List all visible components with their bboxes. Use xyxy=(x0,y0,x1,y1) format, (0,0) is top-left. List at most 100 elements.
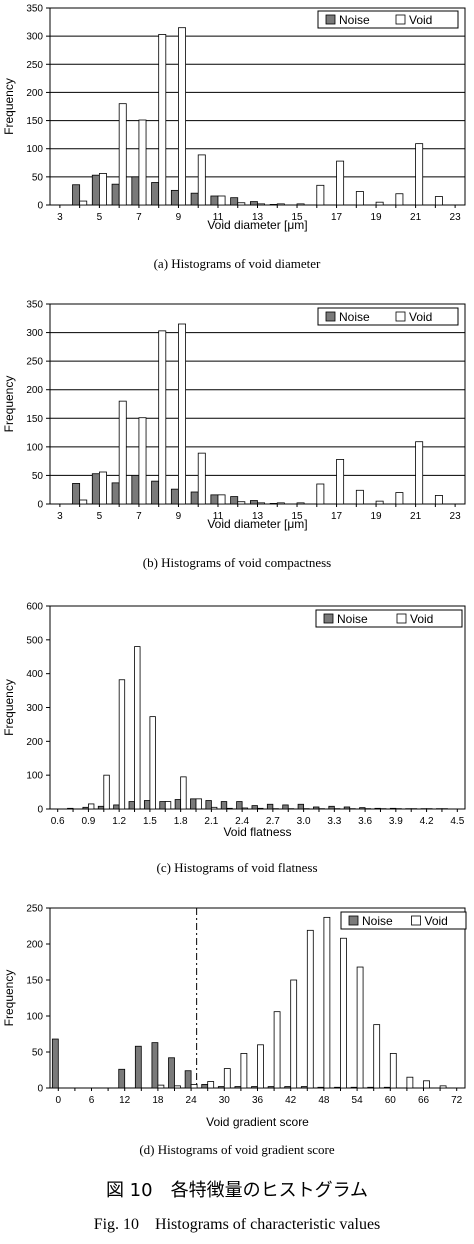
noise-bar xyxy=(170,488,179,505)
void-bar xyxy=(103,774,110,810)
legend-noise-label: Noise xyxy=(339,310,370,324)
void-bar xyxy=(149,716,156,810)
y-tick-label: 100 xyxy=(26,771,43,782)
noise-bar xyxy=(91,473,100,505)
y-tick-label: 0 xyxy=(37,500,43,511)
noise-bar xyxy=(210,494,219,505)
noise-bar xyxy=(297,803,305,810)
void-bar xyxy=(296,203,305,206)
noise-bar xyxy=(159,801,166,810)
void-bar xyxy=(340,937,347,1089)
noise-bar xyxy=(282,804,289,810)
legend-void-swatch xyxy=(411,915,421,926)
legend-void-label: Void xyxy=(409,310,432,324)
y-tick-label: 0 xyxy=(37,805,43,816)
noise-bar xyxy=(131,176,140,206)
y-tick-label: 400 xyxy=(26,669,43,680)
noise-bar xyxy=(143,800,151,810)
void-bar xyxy=(158,34,167,206)
y-tick-label: 100 xyxy=(26,442,43,453)
void-bar xyxy=(241,807,249,810)
x-tick-label: 15 xyxy=(291,212,303,223)
y-tick-label: 250 xyxy=(26,60,43,71)
void-bar xyxy=(375,500,384,505)
noise-bar xyxy=(111,482,120,505)
void-bar xyxy=(273,1011,281,1089)
void-bar xyxy=(406,1076,414,1089)
legend-noise-swatch xyxy=(348,915,359,926)
x-tick-label: 18 xyxy=(152,1095,164,1106)
noise-bar xyxy=(97,805,105,810)
noise-bar xyxy=(217,1086,225,1089)
void-bar xyxy=(217,494,226,505)
legend-box xyxy=(317,10,459,29)
noise-bar xyxy=(128,801,135,810)
noise-bar xyxy=(251,805,258,810)
void-bar xyxy=(180,776,187,810)
void-bar xyxy=(210,806,218,810)
noise-bar xyxy=(234,1086,242,1089)
noise-bar xyxy=(210,195,219,206)
x-tick-label: 3 xyxy=(57,511,63,522)
void-bar xyxy=(316,184,325,206)
void-bar xyxy=(395,193,404,206)
chart-panel-d: 0 50 100 150 200 250 0 6 12 18 24 30 36 42 48 54 60 66 72 V… xyxy=(0,900,474,1162)
caption-b: (b) Histograms of void compactness xyxy=(142,555,332,570)
histogram-void-diameter: 0 50 100 150 200 250 300 350 3 5 7 9 11 13 15 17 19 21 23 V… xyxy=(2,4,466,232)
void-bar xyxy=(323,916,331,1089)
noise-bar xyxy=(343,806,351,810)
void-bar xyxy=(415,441,424,505)
y-tick-label: 150 xyxy=(26,414,43,425)
x-tick-label: 21 xyxy=(410,212,422,223)
x-axis-label: Void diameter [μm] xyxy=(207,517,307,531)
noise-bar xyxy=(300,1086,308,1089)
noise-bar xyxy=(67,807,74,810)
x-tick-label: 2.4 xyxy=(235,816,249,827)
histogram-void-compactness: 0 50 100 150 200 250 300 350 3 5 7 9 11 13 15 17 19 21 23 V… xyxy=(2,300,466,531)
noise-bar xyxy=(350,1086,358,1089)
noise-bar xyxy=(313,806,320,810)
void-bar xyxy=(434,495,443,505)
noise-bar xyxy=(359,807,366,810)
void-bar xyxy=(395,492,404,505)
void-bar xyxy=(99,173,107,206)
legend-box xyxy=(315,609,463,628)
caption-c: (c) Histograms of void flatness xyxy=(156,860,318,875)
void-bar xyxy=(415,143,424,206)
void-bar xyxy=(217,195,226,206)
void-bar xyxy=(434,196,443,206)
y-tick-label: 50 xyxy=(32,1048,44,1059)
noise-bar xyxy=(267,1086,275,1089)
x-tick-label: 3.0 xyxy=(297,816,311,827)
x-tick-label: 1.2 xyxy=(112,816,126,827)
x-tick-label: 13 xyxy=(252,511,264,522)
x-tick-label: 15 xyxy=(291,511,303,522)
void-bar xyxy=(240,1053,248,1089)
x-tick-label: 3 xyxy=(57,212,63,223)
noise-bar xyxy=(367,1086,375,1089)
noise-bar xyxy=(383,1086,391,1089)
void-bar xyxy=(296,502,305,505)
void-bar xyxy=(138,119,147,206)
void-bar xyxy=(134,646,141,810)
void-bar xyxy=(439,1085,447,1089)
y-tick-label: 300 xyxy=(26,328,43,339)
noise-bar xyxy=(184,1070,192,1089)
x-tick-label: 9 xyxy=(176,511,182,522)
x-tick-label: 5 xyxy=(97,212,103,223)
x-tick-label: 72 xyxy=(451,1095,463,1106)
x-tick-label: 36 xyxy=(252,1095,264,1106)
void-bar xyxy=(373,1024,381,1089)
void-bar xyxy=(195,798,202,810)
noise-bar xyxy=(111,183,120,206)
x-tick-label: 13 xyxy=(252,212,264,223)
x-tick-label: 11 xyxy=(213,511,224,522)
noise-bar xyxy=(317,1086,325,1089)
y-tick-label: 100 xyxy=(26,1012,43,1023)
noise-bar xyxy=(190,192,199,206)
y-tick-label: 0 xyxy=(37,1084,43,1095)
x-axis-label: Void diameter [μm] xyxy=(207,218,307,232)
noise-bar xyxy=(72,184,81,206)
noise-bar xyxy=(134,1045,142,1089)
void-bar xyxy=(276,502,285,505)
